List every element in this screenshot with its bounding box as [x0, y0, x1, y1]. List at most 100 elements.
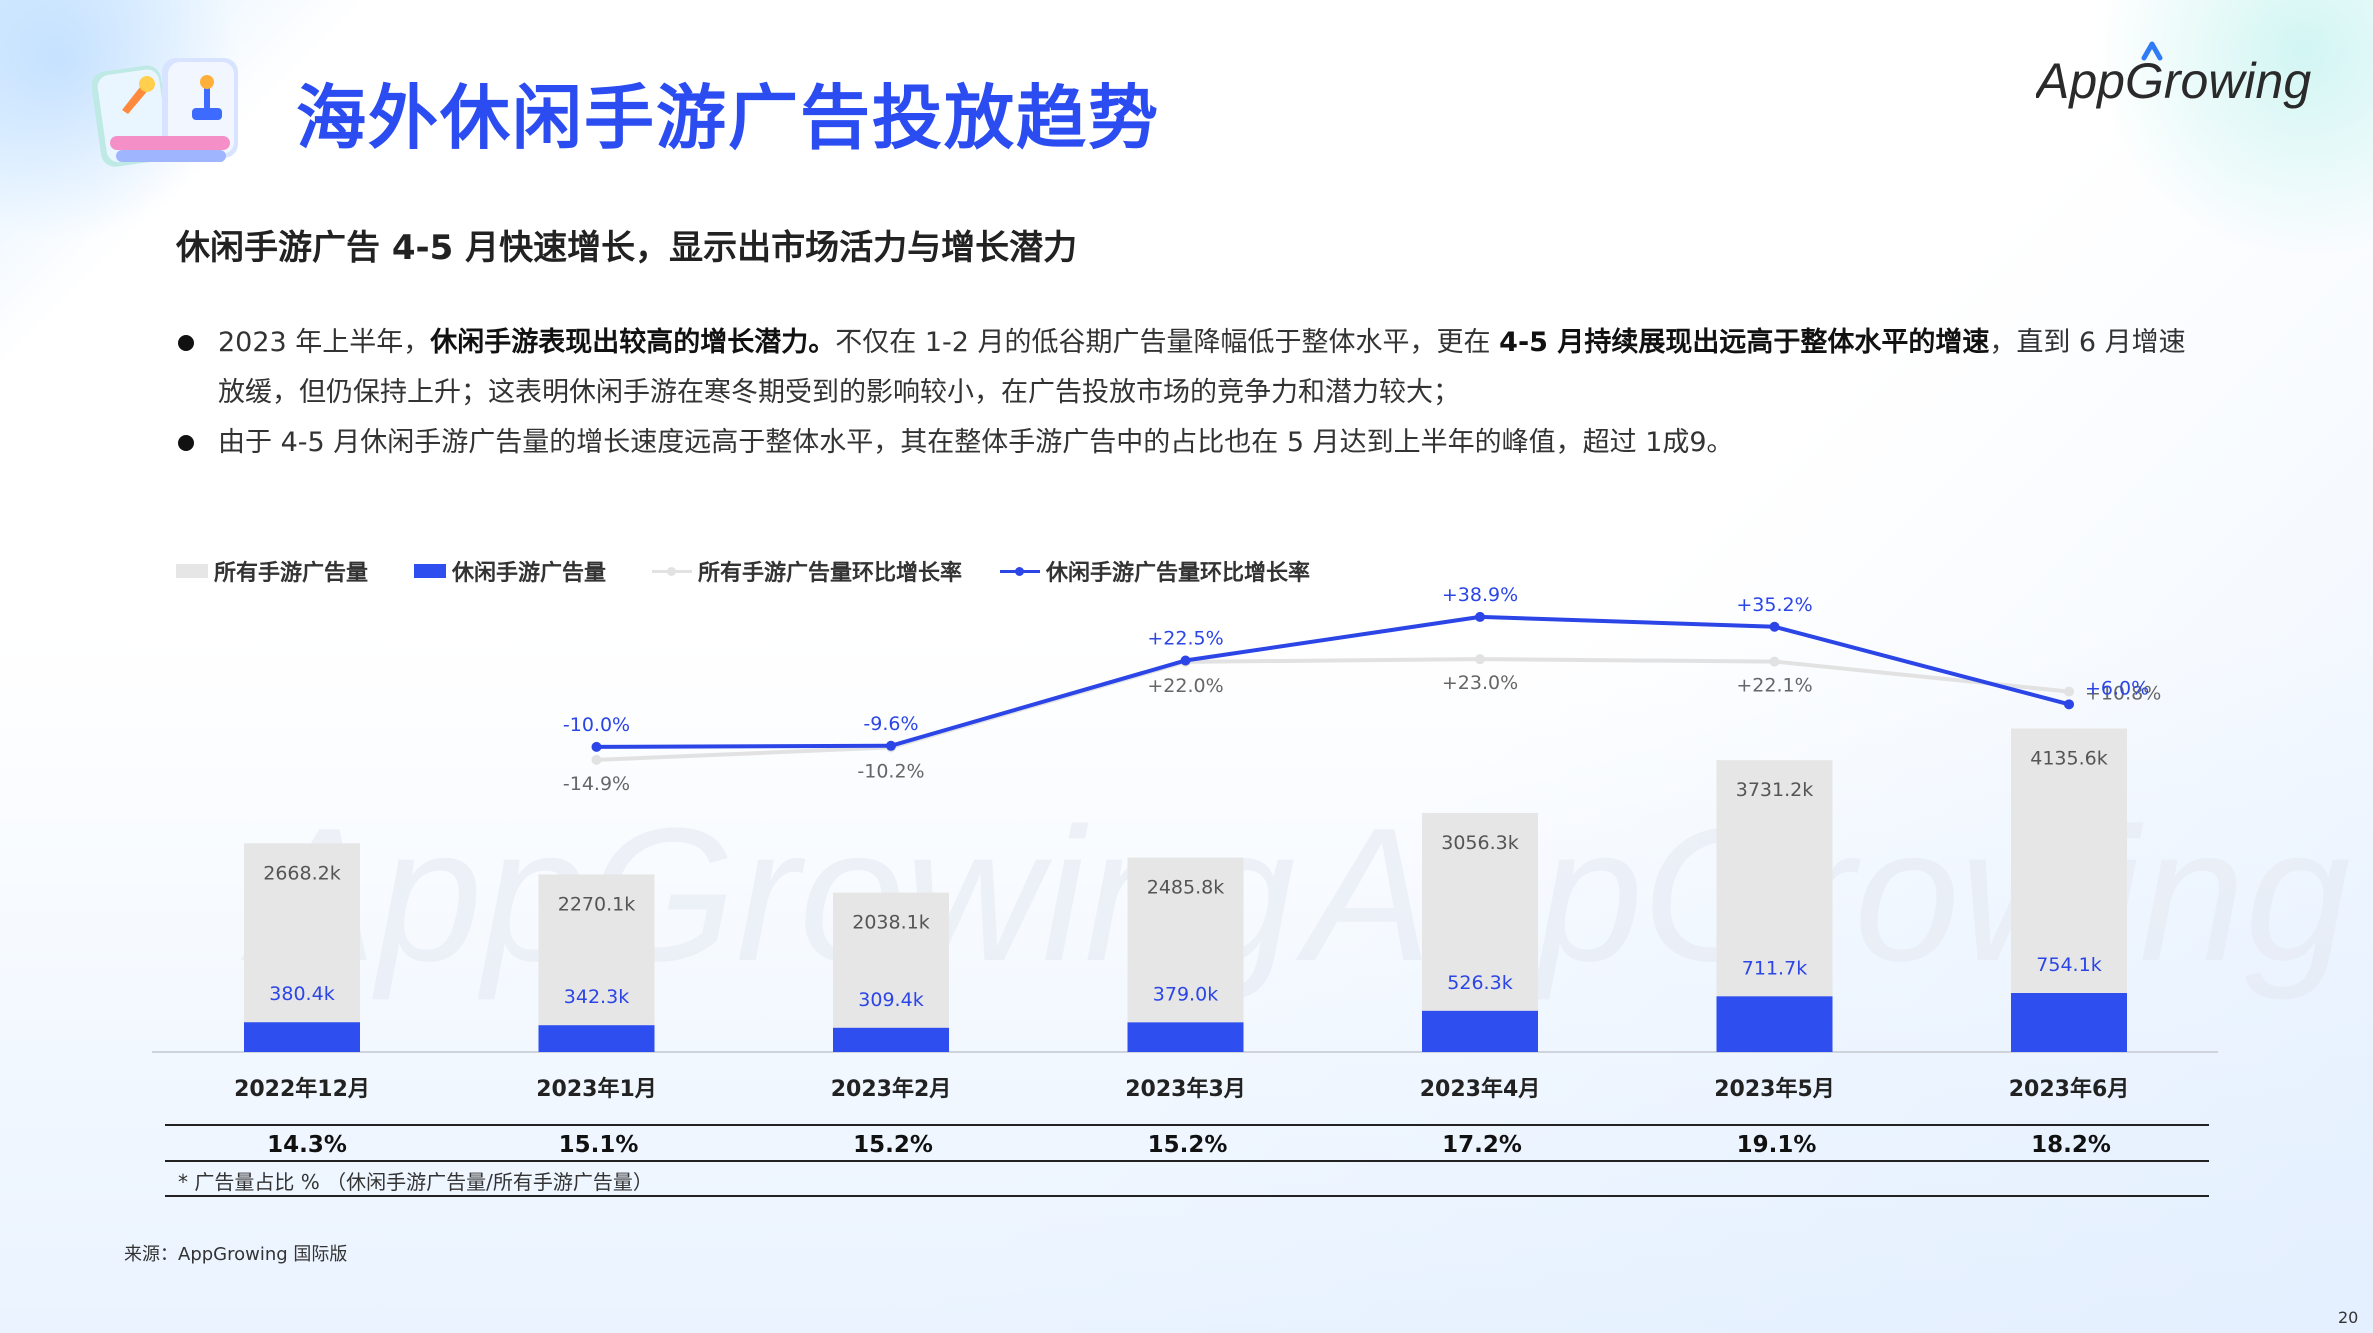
page-title: 海外休闲手游广告投放趋势 [296, 77, 1160, 159]
bar-label-all: 2038.1k [852, 912, 929, 934]
rate-casual-games-point [1475, 611, 1485, 622]
rate-all-games-label: +10.8% [2085, 683, 2161, 705]
bar-label-all: 3056.3k [1441, 832, 1518, 854]
x-tick-label: 2022年12月 [234, 1076, 370, 1102]
bullet-text: 2023 年上半年，休闲手游表现出较高的增长潜力。不仅在 1-2 月的低谷期广告… [218, 327, 2186, 408]
bar-label-all: 3731.2k [1736, 779, 1813, 801]
watermark-logo: AppGrowing [240, 789, 1296, 1001]
bullet-emphasis: 4-5 月持续展现出远高于整体水平的增速 [1499, 327, 1990, 358]
legend-label: 休闲手游广告量环比增长率 [1046, 561, 1311, 586]
bar-all-games [538, 874, 655, 1052]
rate-casual-games-label: +38.9% [1442, 584, 1518, 606]
share-value: 19.1% [1737, 1132, 1817, 1158]
bar-label-casual: 379.0k [1153, 983, 1218, 1005]
x-tick-label: 2023年1月 [536, 1076, 657, 1102]
rate-all-games-label: -14.9% [563, 773, 630, 795]
bar-label-casual: 342.3k [564, 986, 629, 1008]
page-number: 20 [2338, 1308, 2359, 1327]
bar-casual-games [1127, 1022, 1244, 1052]
bar-label-casual: 754.1k [2036, 954, 2101, 976]
bar-casual-games [1716, 996, 1833, 1052]
bar-casual-games [244, 1022, 360, 1052]
share-value: 15.2% [1148, 1132, 1228, 1158]
rate-casual-games-point [591, 741, 602, 752]
legend-label: 所有手游广告量环比增长率 [698, 561, 963, 586]
rate-casual-games-label: -9.6% [863, 713, 918, 735]
rate-all-games-label: -10.2% [857, 760, 924, 782]
appgrowing-logo: AppGrowing [2036, 41, 2311, 109]
legend-label: 所有手游广告量 [214, 561, 369, 586]
share-value: 17.2% [1442, 1132, 1522, 1158]
share-row-mid-rule [165, 1160, 2209, 1162]
share-row-bottom-rule [165, 1195, 2209, 1197]
bar-label-all: 4135.6k [2030, 748, 2107, 770]
game-cards-icon [92, 58, 238, 167]
share-value: 15.1% [559, 1132, 639, 1158]
bullet-run: ，直到 6 月增速放缓，但仍保持上升；这表明休闲手游在寒冬期受到的影响较小，在广… [218, 327, 2186, 408]
legend-label: 休闲手游广告量 [452, 561, 607, 586]
legend-swatch [414, 564, 446, 578]
bar-label-casual: 711.7k [1742, 957, 1807, 979]
bullet-dot-icon [178, 435, 194, 451]
share-note: * 广告量占比 % （休闲手游广告量/所有手游广告量） [178, 1170, 653, 1194]
legend-line-swatch [1000, 564, 1040, 578]
legend-item-all-bar: 所有手游广告量 [176, 556, 368, 586]
logo-text: AppGrowing [2036, 53, 2311, 109]
legend-swatch [176, 564, 208, 578]
rate-all-games-point [1475, 654, 1485, 665]
rate-casual-games-label: -10.0% [563, 714, 630, 736]
x-tick-label: 2023年4月 [1420, 1076, 1541, 1102]
bar-label-casual: 309.4k [858, 989, 923, 1011]
x-tick-label: 2023年5月 [1714, 1076, 1835, 1102]
legend-item-casual-rate: 休闲手游广告量环比增长率 [1000, 556, 1310, 586]
bullet-run: 由于 4-5 月休闲手游广告量的增长速度远高于整体水平，其在整体手游广告中的占比… [218, 427, 1734, 458]
rate-all-games-point [591, 754, 602, 765]
bullet-run: 不仅在 1-2 月的低谷期广告量降幅低于整体水平，更在 [835, 327, 1500, 358]
share-row-top-rule [165, 1124, 2209, 1126]
rate-casual-games-point [2064, 699, 2074, 710]
section-subtitle: 休闲手游广告 4-5 月快速增长，显示出市场活力与增长潜力 [176, 228, 1078, 268]
x-tick-label: 2023年6月 [2009, 1076, 2130, 1102]
bar-all-games [833, 892, 949, 1052]
rate-casual-games-label: +6.0% [2085, 677, 2149, 699]
bullet-run: 2023 年上半年， [218, 327, 431, 358]
bar-casual-games [833, 1027, 949, 1052]
rate-casual-games-label: +22.5% [1147, 628, 1223, 650]
rate-casual-games-label: +35.2% [1736, 594, 1812, 616]
rate-all-games-label: +22.0% [1147, 675, 1223, 697]
rate-all-games-label: +23.0% [1442, 672, 1518, 694]
bullet-text: 由于 4-5 月休闲手游广告量的增长速度远高于整体水平，其在整体手游广告中的占比… [218, 427, 1734, 458]
bar-label-all: 2485.8k [1147, 877, 1224, 899]
bullet-dot-icon [178, 335, 194, 351]
legend-item-casual-bar: 休闲手游广告量 [414, 556, 606, 586]
source-text: 来源：AppGrowing 国际版 [124, 1244, 348, 1265]
bullet-list: 2023 年上半年，休闲手游表现出较高的增长潜力。不仅在 1-2 月的低谷期广告… [168, 318, 2198, 468]
rate-casual-games-point [1769, 621, 1780, 632]
rate-all-games-point [2064, 686, 2074, 697]
bar-label-all: 2668.2k [263, 862, 340, 884]
share-value: 15.2% [853, 1132, 933, 1158]
rate-casual-games-line [596, 614, 2070, 749]
bullet-item: 2023 年上半年，休闲手游表现出较高的增长潜力。不仅在 1-2 月的低谷期广告… [168, 318, 2198, 418]
bar-label-casual: 380.4k [269, 983, 334, 1005]
rate-casual-games-point [1180, 655, 1191, 666]
bullet-emphasis: 休闲手游表现出较高的增长潜力。 [430, 327, 836, 358]
bar-casual-games [1422, 1010, 1538, 1052]
rate-all-games-label: +22.1% [1736, 675, 1812, 697]
legend-line-swatch [652, 564, 692, 578]
rate-all-games-point [1769, 656, 1780, 667]
share-value: 18.2% [2031, 1132, 2111, 1158]
bar-casual-games [538, 1025, 655, 1052]
bar-all-games [1127, 857, 1244, 1052]
share-value: 14.3% [267, 1132, 347, 1158]
bar-label-all: 2270.1k [558, 893, 635, 915]
legend-item-all-rate: 所有手游广告量环比增长率 [652, 556, 962, 586]
bar-label-casual: 526.3k [1447, 972, 1512, 994]
bullet-item: 由于 4-5 月休闲手游广告量的增长速度远高于整体水平，其在整体手游广告中的占比… [168, 418, 2198, 468]
bar-all-games [244, 843, 360, 1052]
rate-casual-games-point [886, 740, 896, 751]
rate-all-games-line [596, 657, 2070, 762]
x-tick-label: 2023年2月 [831, 1076, 952, 1102]
